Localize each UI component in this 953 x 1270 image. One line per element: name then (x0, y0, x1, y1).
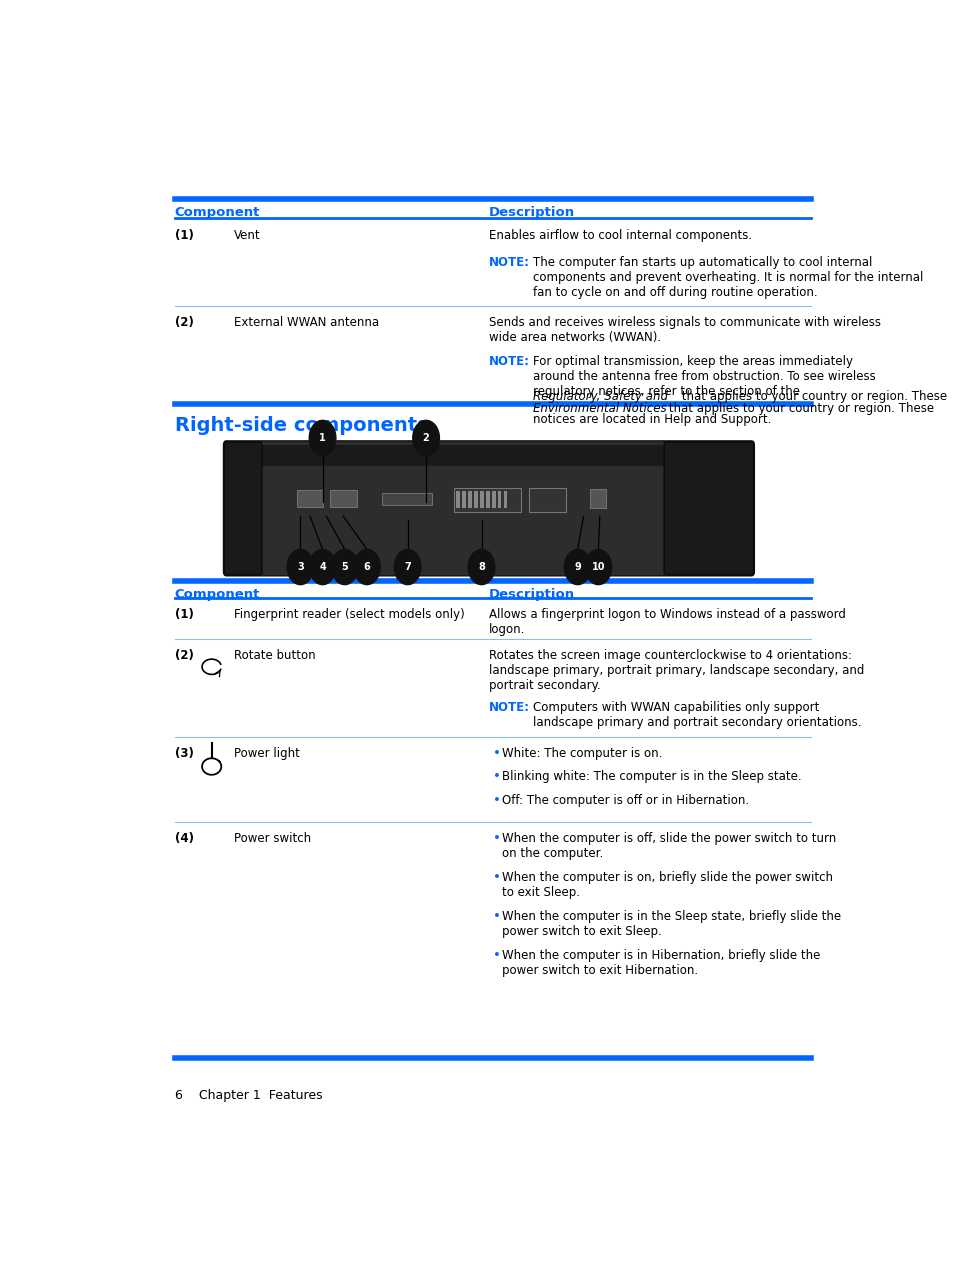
Text: When the computer is in the Sleep state, briefly slide the
power switch to exit : When the computer is in the Sleep state,… (501, 911, 841, 939)
Text: The computer fan starts up automatically to cool internal
components and prevent: The computer fan starts up automatically… (533, 257, 923, 298)
Text: Sends and receives wireless signals to communicate with wireless
wide area netwo: Sends and receives wireless signals to c… (488, 316, 880, 344)
Text: Off: The computer is off or in Hibernation.: Off: The computer is off or in Hibernati… (501, 794, 748, 806)
Bar (497, 490, 501, 508)
Bar (330, 490, 356, 508)
Bar (468, 490, 472, 508)
Text: 8: 8 (477, 563, 484, 572)
Text: Allows a fingerprint logon to Windows instead of a password
logon.: Allows a fingerprint logon to Windows in… (488, 608, 845, 636)
Text: 6: 6 (363, 563, 370, 572)
Text: White: The computer is on.: White: The computer is on. (501, 747, 662, 759)
Text: (2): (2) (174, 649, 193, 662)
Text: NOTE:: NOTE: (488, 257, 529, 269)
Text: (1): (1) (174, 229, 193, 241)
Circle shape (354, 550, 380, 584)
Circle shape (309, 550, 335, 584)
Text: Power light: Power light (233, 747, 299, 759)
Text: notices are located in Help and Support.: notices are located in Help and Support. (533, 414, 771, 427)
Text: Description: Description (488, 588, 575, 601)
Circle shape (413, 420, 439, 456)
Text: •: • (492, 794, 500, 806)
Text: •: • (492, 771, 500, 784)
Text: 5: 5 (341, 563, 348, 572)
Text: NOTE:: NOTE: (488, 701, 529, 714)
Text: Environmental Notices: Environmental Notices (533, 401, 666, 415)
Text: (1): (1) (174, 608, 193, 621)
Text: Rotates the screen image counterclockwise to 4 orientations:
landscape primary, : Rotates the screen image counterclockwis… (488, 649, 863, 692)
Text: Component: Component (174, 588, 260, 601)
Circle shape (564, 550, 590, 584)
Text: Vent: Vent (233, 229, 260, 241)
Circle shape (287, 550, 314, 584)
Circle shape (468, 550, 495, 584)
Text: (4): (4) (174, 832, 193, 845)
Text: External WWAN antenna: External WWAN antenna (233, 316, 378, 329)
Text: Description: Description (488, 206, 575, 220)
Text: Blinking white: The computer is in the Sleep state.: Blinking white: The computer is in the S… (501, 771, 801, 784)
Bar (226, 444, 751, 466)
Text: When the computer is off, slide the power switch to turn
on the computer.: When the computer is off, slide the powe… (501, 832, 836, 860)
Text: Regulatory, Safety and: Regulatory, Safety and (533, 390, 668, 403)
Text: 4: 4 (319, 563, 326, 572)
Circle shape (394, 550, 420, 584)
Bar (503, 490, 507, 508)
Text: •: • (492, 832, 500, 845)
Circle shape (331, 550, 357, 584)
Text: When the computer is in Hibernation, briefly slide the
power switch to exit Hibe: When the computer is in Hibernation, bri… (501, 950, 820, 978)
Text: Component: Component (174, 206, 260, 220)
FancyBboxPatch shape (663, 442, 753, 575)
Text: Computers with WWAN capabilities only support
landscape primary and portrait sec: Computers with WWAN capabilities only su… (533, 701, 861, 729)
Bar (485, 490, 489, 508)
Text: 6    Chapter 1  Features: 6 Chapter 1 Features (174, 1090, 322, 1102)
Text: •: • (492, 911, 500, 923)
Bar (454, 488, 520, 512)
Text: 2: 2 (422, 433, 429, 443)
Text: 9: 9 (574, 563, 580, 572)
Text: •: • (492, 747, 500, 759)
Bar (381, 493, 432, 505)
Text: •: • (492, 871, 500, 884)
Text: that applies to your country or region. These: that applies to your country or region. … (664, 401, 933, 415)
Bar (474, 490, 477, 508)
Text: 3: 3 (296, 563, 303, 572)
Text: 1: 1 (319, 433, 326, 443)
FancyBboxPatch shape (224, 442, 262, 575)
Bar (456, 490, 459, 508)
Text: Fingerprint reader (select models only): Fingerprint reader (select models only) (233, 608, 464, 621)
Bar (528, 488, 565, 512)
Text: Power switch: Power switch (233, 832, 311, 845)
Text: 7: 7 (404, 563, 411, 572)
Text: •: • (492, 950, 500, 963)
Text: For optimal transmission, keep the areas immediately
around the antenna free fro: For optimal transmission, keep the areas… (533, 354, 875, 398)
Text: Right-side components: Right-side components (174, 417, 428, 436)
Bar (462, 490, 465, 508)
Bar (479, 490, 483, 508)
Text: (2): (2) (174, 316, 193, 329)
Text: that applies to your country or region. These: that applies to your country or region. … (678, 390, 946, 403)
Circle shape (584, 550, 611, 584)
Text: 10: 10 (591, 563, 604, 572)
Text: (3): (3) (174, 747, 193, 759)
Bar (590, 489, 606, 508)
Text: When the computer is on, briefly slide the power switch
to exit Sleep.: When the computer is on, briefly slide t… (501, 871, 832, 899)
Circle shape (309, 420, 335, 456)
Text: Rotate button: Rotate button (233, 649, 315, 662)
FancyBboxPatch shape (223, 441, 754, 575)
Bar (296, 490, 323, 508)
Bar (492, 490, 495, 508)
Text: Enables airflow to cool internal components.: Enables airflow to cool internal compone… (488, 229, 751, 241)
Text: NOTE:: NOTE: (488, 354, 529, 368)
